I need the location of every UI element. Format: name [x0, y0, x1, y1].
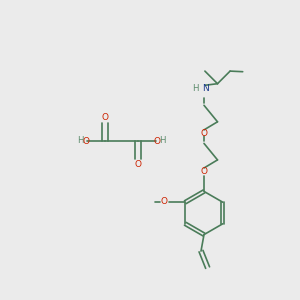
- Text: O: O: [101, 113, 109, 122]
- Text: O: O: [134, 160, 142, 169]
- Text: O: O: [200, 167, 208, 176]
- Text: H: H: [77, 136, 84, 145]
- Text: O: O: [160, 197, 167, 206]
- Text: O: O: [83, 136, 90, 146]
- Text: H: H: [159, 136, 166, 145]
- Text: O: O: [200, 129, 208, 138]
- Text: N: N: [202, 84, 209, 93]
- Text: H: H: [192, 84, 199, 93]
- Text: O: O: [153, 136, 160, 146]
